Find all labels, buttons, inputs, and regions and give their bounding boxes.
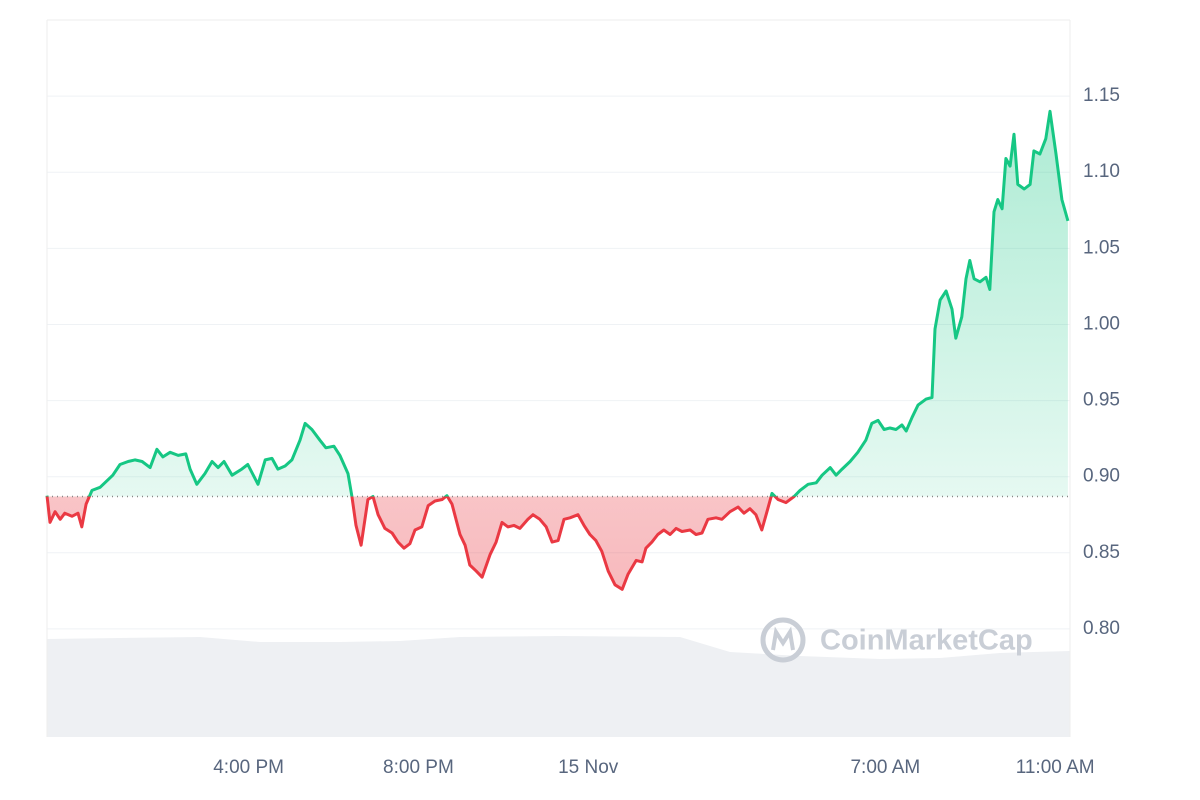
y-tick-label: 0.95 (1083, 390, 1120, 411)
y-tick-label: 0.85 (1083, 542, 1120, 563)
volume-area (47, 636, 1070, 737)
price-line-up (45, 109, 1070, 497)
grid (47, 95, 1070, 630)
y-tick-label: 1.10 (1083, 161, 1120, 182)
y-tick-label: 0.90 (1083, 466, 1120, 487)
x-tick-label: 8:00 PM (383, 757, 454, 778)
area-down (47, 496, 1068, 590)
x-tick-label: 15 Nov (558, 757, 619, 778)
y-tick-label: 1.15 (1083, 85, 1120, 106)
y-tick-label: 0.80 (1083, 618, 1120, 639)
x-tick-label: 4:00 PM (213, 757, 284, 778)
x-tick-label: 7:00 AM (850, 757, 920, 778)
watermark: CoinMarketCap (760, 617, 1033, 663)
area-up (47, 111, 1068, 497)
plot (45, 109, 1070, 591)
y-tick-label: 1.00 (1083, 313, 1120, 334)
x-tick-label: 11:00 AM (1016, 757, 1095, 778)
price-line-down (45, 496, 797, 591)
watermark-text: CoinMarketCap (820, 625, 1033, 657)
y-tick-label: 1.05 (1083, 237, 1120, 258)
